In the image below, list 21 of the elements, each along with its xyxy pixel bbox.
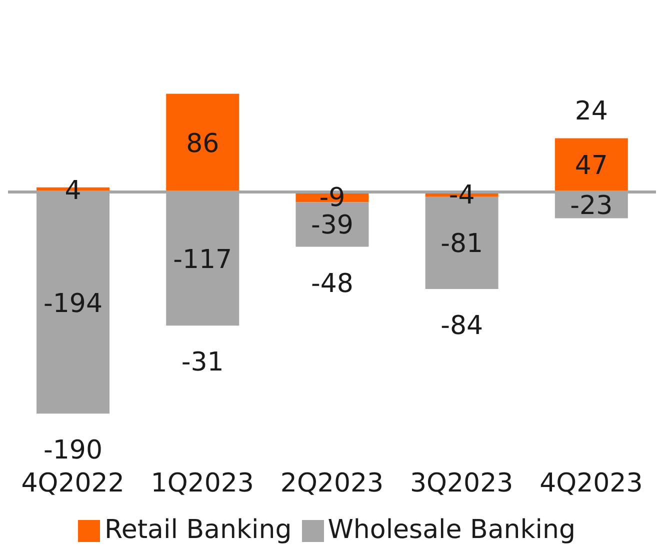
data-label: -117 bbox=[173, 244, 232, 275]
total-label: -31 bbox=[181, 348, 224, 378]
total-label: -48 bbox=[310, 268, 354, 299]
x-tick-label: 1Q2023 bbox=[150, 468, 254, 498]
x-tick-label: 3Q2023 bbox=[410, 468, 514, 498]
data-label: 47 bbox=[574, 151, 608, 182]
total-label: -84 bbox=[440, 311, 484, 342]
legend-label: Retail Banking bbox=[104, 515, 292, 545]
data-label: -194 bbox=[44, 288, 103, 319]
x-tick-label: 4Q2023 bbox=[540, 468, 643, 498]
bar bbox=[166, 94, 240, 192]
legend-label: Wholesale Banking bbox=[328, 515, 576, 545]
total-label: 24 bbox=[574, 96, 608, 126]
x-tick-label: 4Q2022 bbox=[21, 468, 124, 498]
data-label: 86 bbox=[186, 128, 220, 159]
bar bbox=[554, 138, 628, 192]
x-tick-label: 2Q2023 bbox=[280, 468, 384, 498]
total-label: -190 bbox=[44, 436, 103, 466]
data-label: -23 bbox=[570, 191, 613, 222]
data-label: -81 bbox=[440, 228, 484, 259]
data-label: -39 bbox=[310, 210, 354, 241]
